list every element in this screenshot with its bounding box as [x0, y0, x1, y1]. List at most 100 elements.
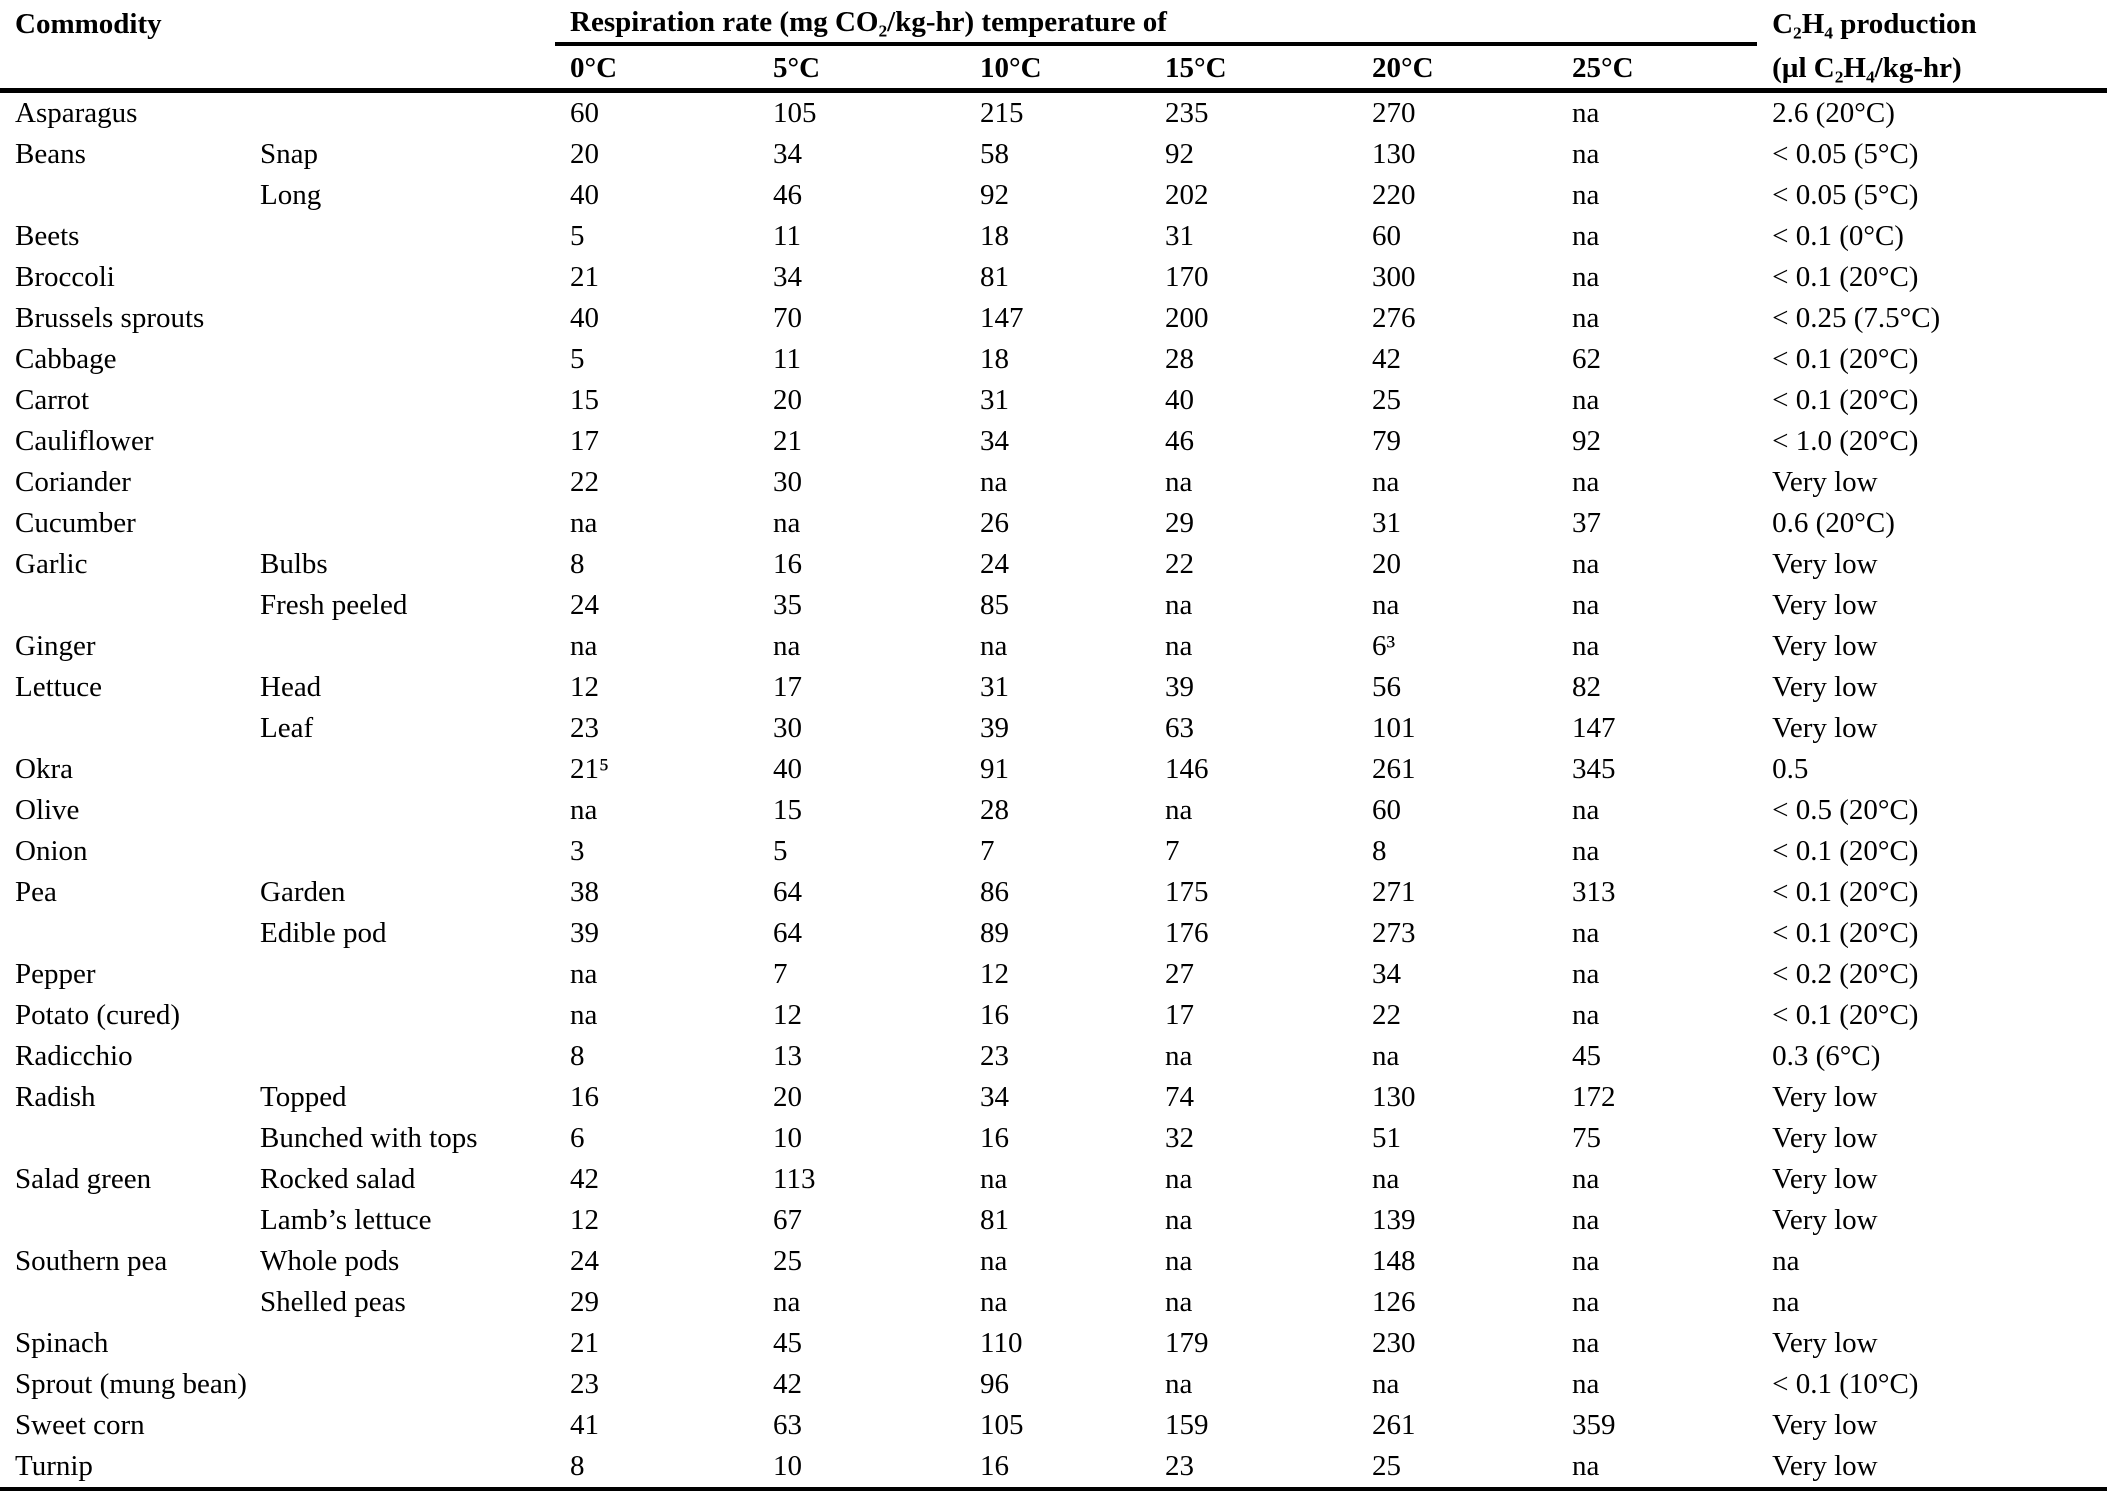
value-cell-20c: 271	[1372, 876, 1416, 908]
table-row: Lamb’s lettuce 12 67 81 na 139 na Very low	[0, 1200, 2107, 1241]
value-cell-25c: na	[1572, 1327, 1600, 1359]
value-cell-20c: 101	[1372, 712, 1416, 744]
commodity-cell: Broccoli	[15, 261, 115, 293]
ethylene-cell: Very low	[1772, 712, 1878, 744]
value-cell-20c: 130	[1372, 138, 1416, 170]
value-cell-25c: 45	[1572, 1040, 1602, 1072]
ethylene-cell: na	[1772, 1245, 1800, 1277]
commodity-cell: Cucumber	[15, 507, 136, 539]
value-cell-20c: 6³	[1372, 630, 1396, 662]
value-cell-5c: 10	[758, 1446, 966, 1491]
value-cell-15c: 17	[1165, 999, 1195, 1031]
commodity-cell: Salad green	[15, 1163, 152, 1195]
value-cell-10c: 39	[980, 712, 1010, 744]
commodity-cell: Radish	[15, 1081, 96, 1113]
value-cell-5c: 64	[773, 876, 803, 908]
ethylene-cell: < 0.1 (20°C)	[1772, 261, 1919, 293]
value-cell-0c: na	[570, 630, 598, 662]
value-cell-0c: 8	[555, 1446, 759, 1491]
ethylene-cell: Very low	[1772, 548, 1878, 580]
variety-cell	[245, 462, 555, 503]
value-cell-15c: na	[1165, 794, 1193, 826]
value-cell-25c: na	[1572, 220, 1600, 252]
value-cell-25c: na	[1572, 261, 1600, 293]
value-cell-5c: 34	[773, 261, 803, 293]
value-cell-15c: na	[1165, 1245, 1193, 1277]
commodity-cell: Pea	[15, 876, 57, 908]
ethylene-cell: Very low	[1772, 671, 1878, 703]
value-cell-10c: 16	[980, 999, 1010, 1031]
value-cell-5c: 20	[773, 384, 803, 416]
value-cell-15c: 74	[1165, 1081, 1195, 1113]
value-cell-5c: na	[773, 630, 801, 662]
value-cell-10c: 147	[980, 302, 1024, 334]
variety-cell	[245, 1405, 555, 1446]
variety-cell: Snap	[260, 138, 318, 170]
ethylene-cell: < 0.1 (20°C)	[1772, 917, 1919, 949]
value-cell-10c: 34	[980, 425, 1010, 457]
table-row: Cauliflower 17 21 34 46 79 92 < 1.0 (20°C)	[0, 421, 2107, 462]
value-cell-20c: 148	[1372, 1245, 1416, 1277]
value-cell-0c: 23	[570, 712, 600, 744]
variety-cell	[245, 831, 555, 872]
value-cell-5c: 13	[773, 1040, 803, 1072]
value-cell-5c: na	[773, 1286, 801, 1318]
temp-header-10c: 10°C	[965, 44, 1151, 93]
value-cell-10c: 31	[980, 671, 1010, 703]
value-cell-20c: 31	[1372, 507, 1402, 539]
header-row-temps: 0°C 5°C 10°C 15°C 20°C 25°C (µl C₂H₄/kg-…	[0, 44, 2107, 93]
value-cell-20c: 270	[1372, 97, 1416, 129]
value-cell-15c: 235	[1165, 97, 1209, 129]
value-cell-15c: 27	[1165, 958, 1195, 990]
value-cell-25c: na	[1572, 1245, 1600, 1277]
ethylene-cell: Very low	[1772, 466, 1878, 498]
value-cell-20c: 60	[1372, 794, 1402, 826]
commodity-cell	[0, 175, 245, 216]
value-cell-20c: 25	[1357, 1446, 1558, 1491]
value-cell-5c: 35	[773, 589, 803, 621]
value-cell-0c: 5	[570, 220, 585, 252]
value-cell-15c: 7	[1165, 835, 1180, 867]
value-cell-25c: 359	[1572, 1409, 1616, 1441]
value-cell-0c: 6	[570, 1122, 585, 1154]
value-cell-20c: 22	[1372, 999, 1402, 1031]
value-cell-25c: na	[1572, 1163, 1600, 1195]
table-row: Ginger na na na na 6³ na Very low	[0, 626, 2107, 667]
empty-header-cell	[0, 44, 556, 93]
value-cell-20c: 51	[1372, 1122, 1402, 1154]
value-cell-20c: 273	[1372, 917, 1416, 949]
table-row: Turnip 8 10 16 23 25 na Very low	[0, 1446, 2107, 1491]
value-cell-15c: 39	[1165, 671, 1195, 703]
variety-cell	[245, 995, 555, 1036]
table-row: Southern pea Whole pods 24 25 na na 148 na na	[0, 1241, 2107, 1282]
value-cell-20c: na	[1372, 1368, 1400, 1400]
value-cell-0c: 60	[570, 97, 600, 129]
variety-cell	[245, 1364, 555, 1405]
value-cell-0c: 22	[570, 466, 600, 498]
table-row: Onion 3 5 7 7 8 na < 0.1 (20°C)	[0, 831, 2107, 872]
value-cell-10c: 16	[965, 1446, 1151, 1491]
value-cell-15c: 170	[1165, 261, 1209, 293]
value-cell-15c: na	[1165, 1204, 1193, 1236]
table-row: Edible pod 39 64 89 176 273 na < 0.1 (20°C)	[0, 913, 2107, 954]
ethylene-cell: < 1.0 (20°C)	[1772, 425, 1919, 457]
value-cell-0c: 12	[570, 671, 600, 703]
table-row: Asparagus 60 105 215 235 270 na 2.6 (20°C)	[0, 91, 2107, 135]
table-row: Pepper na 7 12 27 34 na < 0.2 (20°C)	[0, 954, 2107, 995]
variety-cell	[245, 954, 555, 995]
commodity-cell: Olive	[15, 794, 80, 826]
value-cell-15c: 22	[1165, 548, 1195, 580]
variety-cell	[245, 298, 555, 339]
commodity-cell: Brussels sprouts	[15, 302, 205, 334]
value-cell-5c: 40	[773, 753, 803, 785]
value-cell-15c: na	[1165, 1286, 1193, 1318]
variety-cell: Lamb’s lettuce	[260, 1204, 432, 1236]
value-cell-20c: 130	[1372, 1081, 1416, 1113]
value-cell-5c: 11	[773, 343, 801, 375]
commodity-cell: Garlic	[15, 548, 88, 580]
variety-cell	[245, 257, 555, 298]
table-row: Brussels sprouts 40 70 147 200 276 na < 0.25 (7…	[0, 298, 2107, 339]
value-cell-25c: na	[1572, 548, 1600, 580]
variety-cell	[245, 1446, 556, 1491]
